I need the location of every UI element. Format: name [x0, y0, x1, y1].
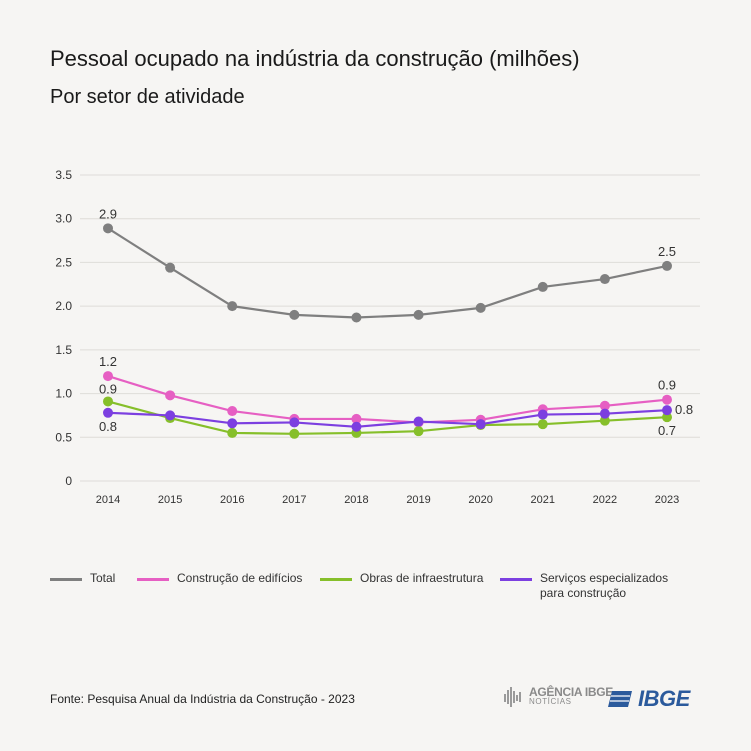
data-point: [599, 408, 610, 419]
legend-swatch-obras-infraestrutura: [320, 578, 352, 581]
ibge-logo-text: IBGE: [638, 686, 690, 711]
data-point: [289, 309, 300, 320]
x-tick-label: 2020: [468, 494, 492, 506]
y-tick-label: 3.5: [55, 168, 72, 182]
data-label: 0.8: [675, 402, 693, 417]
ibge-globe-icon: [608, 691, 632, 707]
data-label: 2.5: [658, 244, 676, 259]
legend-item-obras-infraestrutura: Obras de infraestrutura: [320, 571, 483, 586]
series-line: [107, 375, 668, 424]
data-point: [537, 419, 548, 430]
data-point: [289, 428, 300, 439]
chart-subtitle: Por setor de atividade: [50, 86, 245, 108]
data-point: [351, 421, 362, 432]
data-point: [413, 416, 424, 427]
data-point: [103, 396, 113, 407]
legend-item-total: Total: [50, 571, 115, 586]
data-point: [165, 262, 176, 273]
data-point: [599, 274, 610, 285]
legend-label-line-1: Serviços especializados: [540, 571, 669, 585]
data-label: 0.8: [99, 419, 117, 434]
data-point: [103, 371, 113, 382]
data-point: [662, 394, 672, 405]
legend-swatch-construcao-edificios: [137, 578, 169, 581]
series-line: [107, 400, 668, 435]
y-tick-label: 1.5: [55, 343, 72, 357]
data-point: [662, 412, 672, 423]
data-point: [289, 417, 300, 428]
y-tick-label: 0: [65, 474, 72, 488]
data-point: [227, 406, 238, 417]
series-line: [107, 409, 668, 428]
data-point: [537, 281, 548, 292]
chart-title: Pessoal ocupado na indústria da construç…: [50, 46, 580, 71]
data-point: [662, 405, 672, 416]
data-point: [599, 415, 610, 426]
x-tick-label: 2014: [96, 494, 120, 506]
legend-swatch-total: [50, 578, 82, 581]
legend-swatch-servicos-especializados: [500, 578, 532, 581]
x-tick-label: 2021: [531, 494, 555, 506]
agencia-bars-icon: [504, 687, 521, 707]
data-point: [537, 409, 548, 420]
y-tick-label: 1.0: [55, 387, 72, 401]
legend-label-construcao-edificios: Construção de edifícios: [177, 571, 303, 585]
data-point: [599, 400, 610, 411]
data-point: [351, 312, 362, 323]
data-point: [227, 301, 238, 312]
ibge-logo: IBGE: [608, 686, 690, 712]
series-line: [107, 227, 668, 319]
data-point: [475, 302, 486, 313]
data-label: 1.2: [99, 354, 117, 369]
y-tick-label: 2.0: [55, 299, 72, 313]
x-tick-label: 2016: [220, 494, 244, 506]
data-point: [413, 426, 424, 437]
legend-item-construcao-edificios: Construção de edifícios: [137, 571, 302, 586]
legend-item-servicos-especializados: Serviços especializados para construção: [500, 571, 668, 601]
x-tick-label: 2019: [406, 494, 430, 506]
x-tick-label: 2017: [282, 494, 306, 506]
legend-label-line-2: para construção: [540, 586, 627, 600]
x-tick-label: 2022: [593, 494, 617, 506]
legend-label-servicos-especializados: Serviços especializados para construção: [540, 571, 668, 601]
y-tick-label: 2.5: [55, 255, 72, 269]
x-tick-label: 2018: [344, 494, 368, 506]
data-label: 0.7: [658, 423, 676, 438]
data-label: 2.9: [99, 206, 117, 221]
agencia-logo-bottom: NOTÍCIAS: [529, 697, 572, 706]
legend: Total Construção de edifícios Obras de i…: [50, 571, 710, 611]
data-point: [103, 223, 113, 234]
data-point: [165, 390, 176, 401]
data-point: [662, 260, 672, 271]
line-chart: 0 0.5 1.0 1.5 2.0 2.5 3.0 3.5 2014 2015 2016 2017 20…: [55, 168, 700, 506]
x-tick-label: 2023: [655, 494, 679, 506]
legend-label-total: Total: [90, 571, 116, 585]
agencia-ibge-logo: AGÊNCIA IBGE NOTÍCIAS: [503, 686, 613, 708]
x-tick-label: 2015: [158, 494, 182, 506]
data-point: [165, 410, 176, 421]
data-point: [351, 413, 362, 424]
source-note: Fonte: Pesquisa Anual da Indústria da Co…: [50, 692, 355, 706]
data-point: [227, 427, 238, 438]
y-tick-label: 0.5: [55, 430, 72, 444]
data-point: [413, 309, 424, 320]
data-label: 0.9: [658, 378, 676, 393]
data-point: [103, 407, 113, 418]
data-point: [227, 418, 238, 429]
agencia-logo-top: AGÊNCIA IBGE: [529, 685, 613, 699]
data-label: 0.9: [99, 381, 117, 396]
y-tick-label: 3.0: [55, 212, 72, 226]
legend-label-obras-infraestrutura: Obras de infraestrutura: [360, 571, 484, 585]
data-point: [475, 419, 486, 430]
